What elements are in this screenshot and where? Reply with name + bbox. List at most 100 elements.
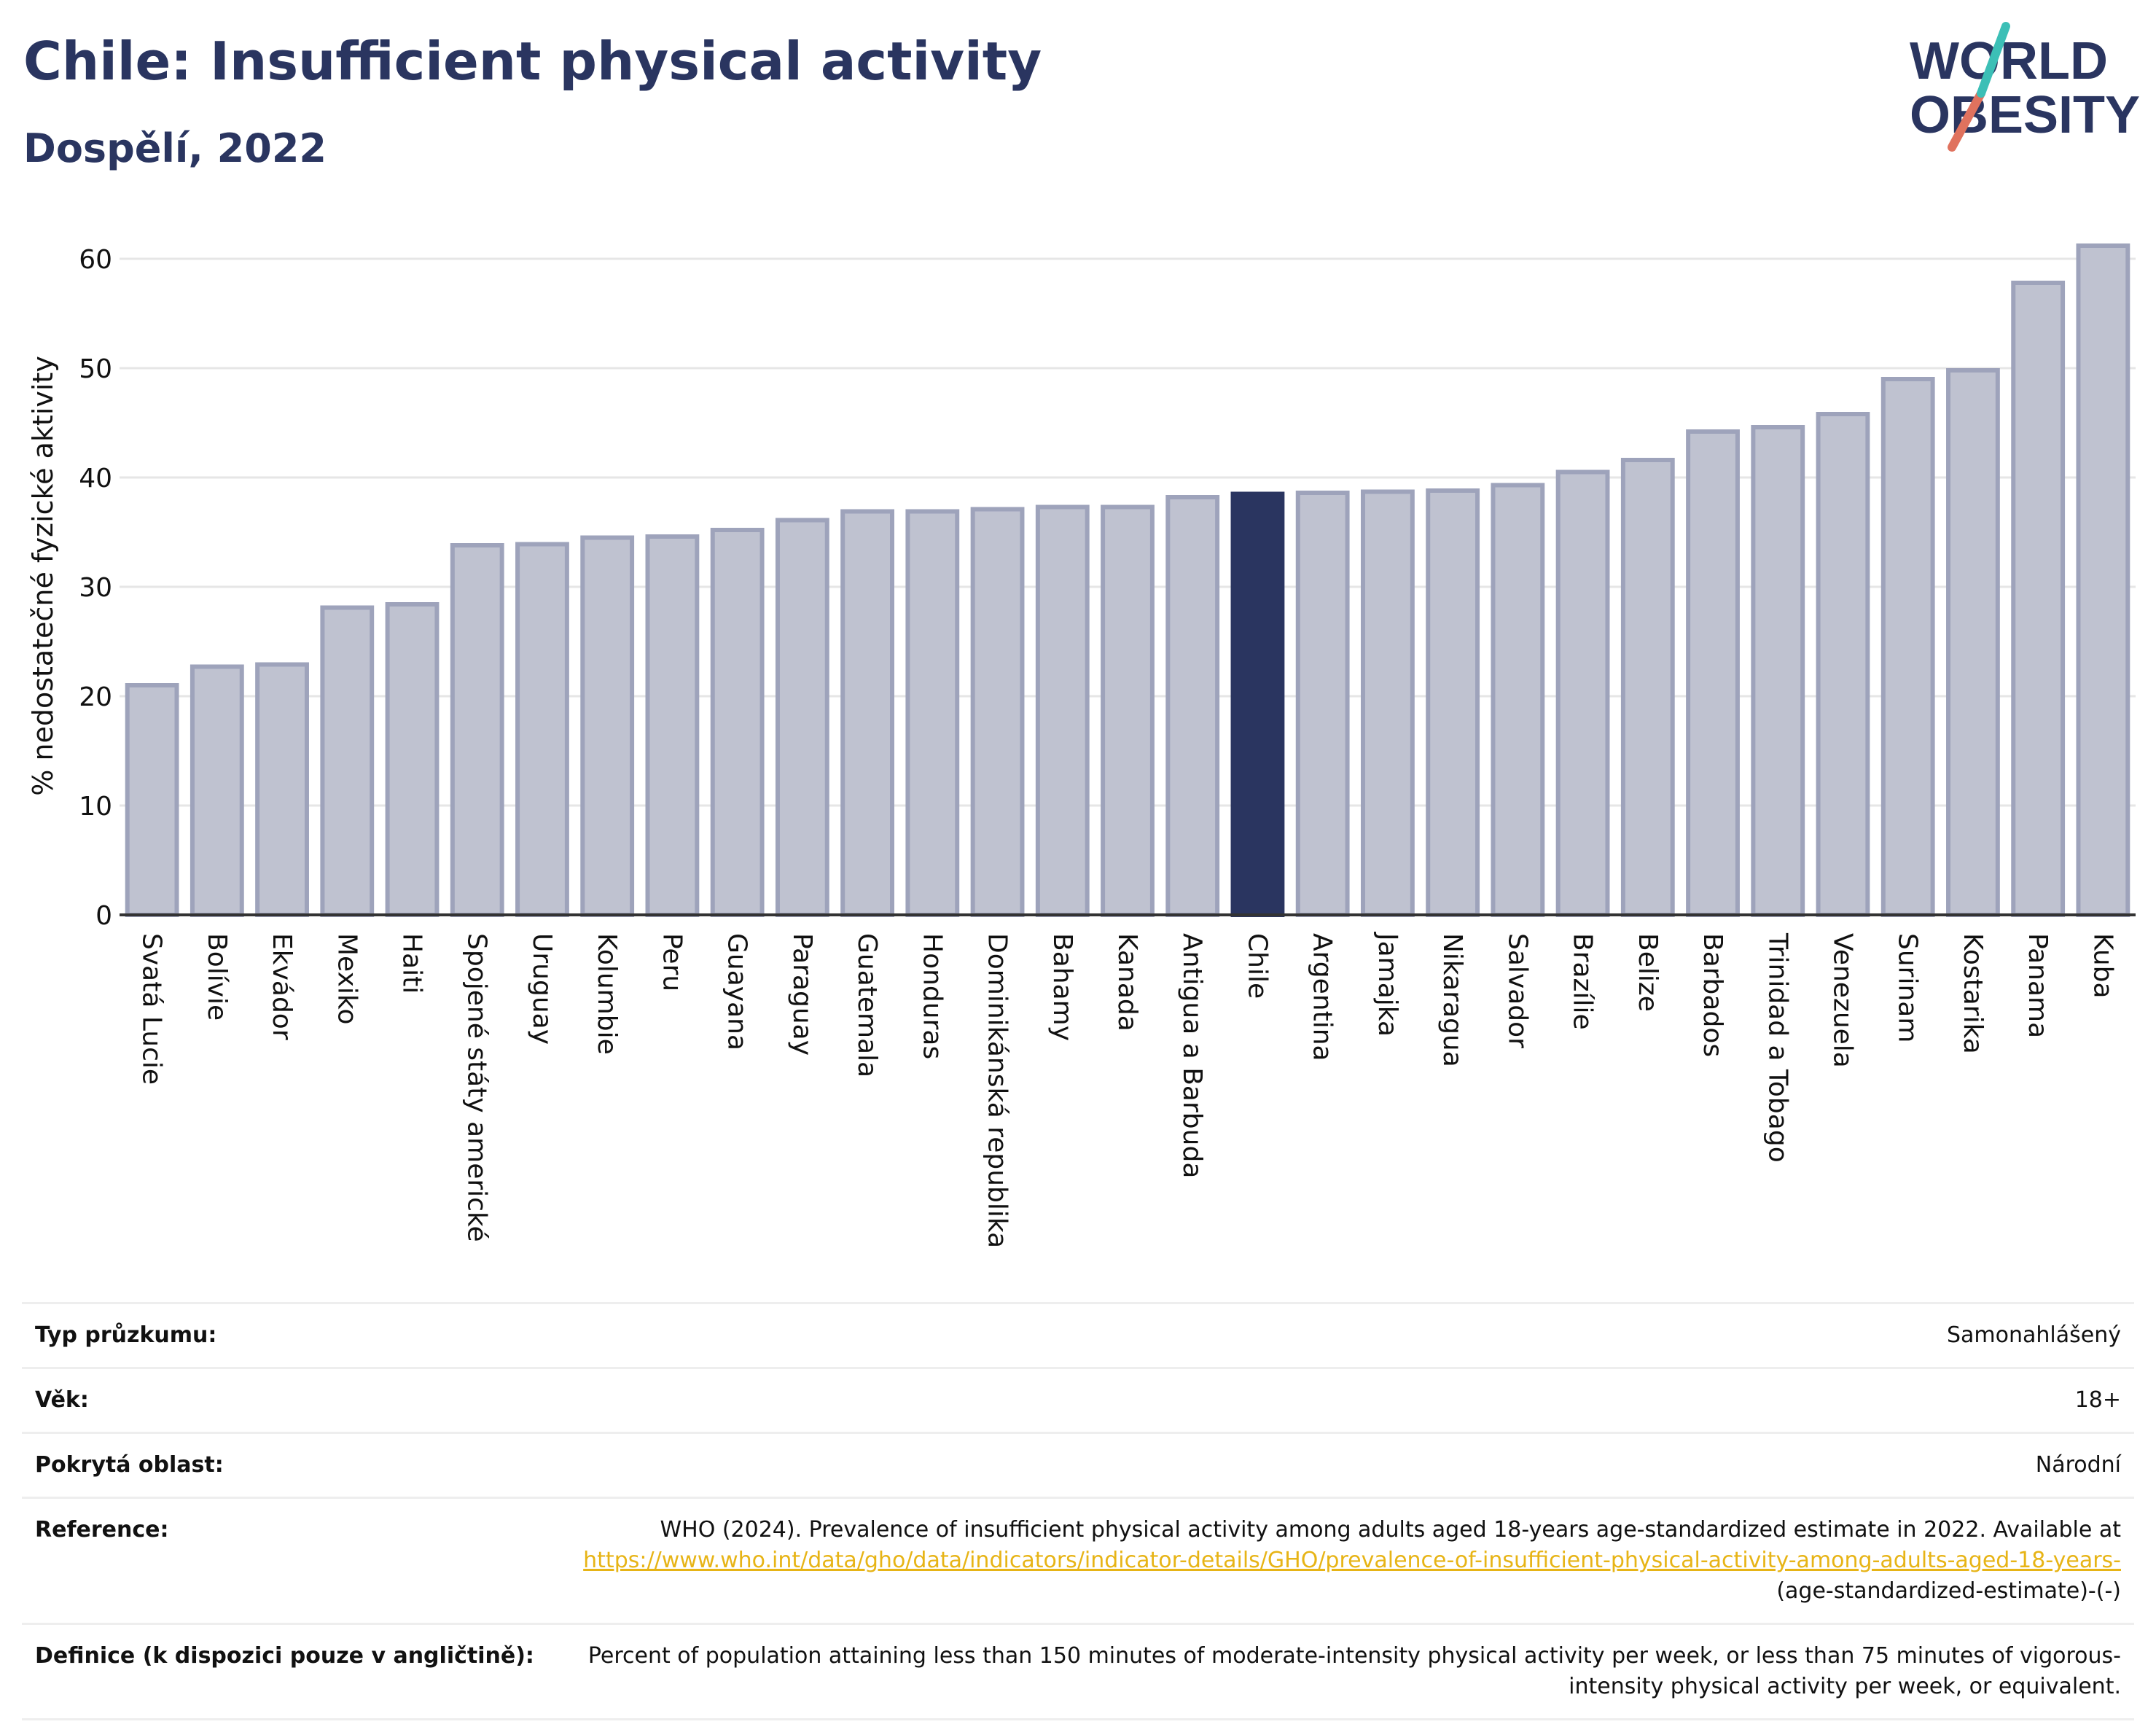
- bar: [840, 509, 895, 917]
- y-tick-label: 50: [79, 354, 112, 384]
- x-tick-label: Guayana: [722, 933, 752, 1050]
- y-tick-label: 40: [79, 464, 112, 494]
- x-tick-label: Haiti: [397, 933, 427, 994]
- y-axis: 0 10 20 30 40 50 60: [79, 245, 112, 931]
- bar: [1101, 504, 1155, 917]
- x-tick-label: Barbados: [1698, 933, 1727, 1057]
- y-tick-label: 20: [79, 682, 112, 712]
- x-tick-label: Ekvádor: [267, 933, 297, 1040]
- bar: [1491, 483, 1545, 917]
- page-title: Chile: Insufficient physical activity: [23, 31, 1042, 92]
- info-label: Reference:: [22, 1497, 558, 1625]
- bar: [1295, 491, 1350, 917]
- x-tick-label: Svatá Lucie: [137, 933, 167, 1085]
- info-row-survey-type: Typ průzkumu: Samonahlášený: [22, 1302, 2134, 1369]
- bar: [320, 605, 375, 917]
- x-tick-label: Belize: [1633, 933, 1663, 1012]
- info-label: Pokrytá oblast:: [22, 1432, 558, 1499]
- x-tick-label: Panama: [2023, 933, 2053, 1038]
- x-tick-label: Dominikánská republika: [983, 933, 1012, 1248]
- x-tick-label: Kanada: [1112, 933, 1142, 1032]
- bar: [1230, 491, 1285, 917]
- info-label: Typ průzkumu:: [22, 1302, 558, 1369]
- bar: [2011, 281, 2066, 917]
- x-tick-label: Guatemala: [852, 933, 882, 1077]
- bar: [710, 528, 765, 917]
- y-tick-label: 60: [79, 245, 112, 275]
- info-value: Samonahlášený: [558, 1302, 2134, 1369]
- y-tick-label: 30: [79, 573, 112, 603]
- x-tick-label: Kuba: [2087, 933, 2117, 999]
- logo-slash-teal: [1977, 22, 2010, 98]
- y-axis-label: % nedostatečné fyzické aktivity: [27, 356, 59, 796]
- bar-chart: 0 10 20 30 40 50 60 Svatá Lucie Bolívie Ekvádor M…: [27, 243, 2136, 1248]
- info-value: Národní: [558, 1432, 2134, 1499]
- info-row-definition: Definice (k dispozici pouze v angličtině…: [22, 1623, 2134, 1720]
- info-row-age: Věk: 18+: [22, 1367, 2134, 1434]
- bar: [515, 542, 569, 917]
- reference-link[interactable]: https://www.who.int/data/gho/data/indica…: [583, 1548, 2121, 1573]
- x-tick-label: Paraguay: [787, 933, 817, 1056]
- info-table: Typ průzkumu: Samonahlášený Věk: 18+ Pok…: [22, 1302, 2134, 1720]
- bar: [255, 662, 309, 917]
- x-tick-label: Surinam: [1893, 933, 1923, 1042]
- bar: [190, 664, 244, 917]
- bar: [125, 683, 179, 917]
- bar: [775, 518, 829, 917]
- bar: [450, 543, 504, 917]
- x-tick-label: Uruguay: [527, 933, 557, 1045]
- bar: [645, 534, 700, 917]
- bar: [1816, 412, 1870, 917]
- bar: [2076, 243, 2130, 917]
- x-tick-label: Venezuela: [1827, 933, 1857, 1068]
- bar: [970, 507, 1025, 917]
- x-tick-label: Trinidad a Tobago: [1762, 932, 1792, 1163]
- info-row-area: Pokrytá oblast: Národní: [22, 1432, 2134, 1499]
- x-tick-label: Spojené státy americké: [462, 933, 492, 1242]
- logo-slash-red: [1948, 89, 1985, 152]
- bar: [580, 535, 635, 917]
- x-tick-label: Honduras: [917, 933, 947, 1059]
- info-label: Definice (k dispozici pouze v angličtině…: [22, 1623, 558, 1720]
- info-value: WHO (2024). Prevalence of insufficient p…: [558, 1497, 2134, 1625]
- x-tick-label: Chile: [1242, 933, 1272, 999]
- info-row-reference: Reference: WHO (2024). Prevalence of ins…: [22, 1497, 2134, 1625]
- bar: [1555, 469, 1610, 917]
- info-value: Percent of population attaining less tha…: [558, 1623, 2134, 1720]
- x-tick-label: Kostarika: [1958, 933, 1988, 1054]
- x-tick-label: Jamajka: [1372, 932, 1402, 1037]
- bar: [1686, 429, 1740, 917]
- logo-line2: OBESITY: [1910, 86, 2140, 144]
- x-tick-label: Bolívie: [202, 933, 232, 1021]
- info-value: 18+: [558, 1367, 2134, 1434]
- x-tick-label: Salvador: [1502, 933, 1532, 1048]
- x-tick-label: Nikaragua: [1437, 933, 1467, 1067]
- x-tick-label: Bahamy: [1047, 933, 1077, 1041]
- bars: [125, 243, 2130, 917]
- x-tick-label: Peru: [657, 933, 687, 991]
- x-tick-label: Kolumbie: [592, 933, 622, 1055]
- bar: [1165, 495, 1220, 917]
- bar: [1035, 504, 1090, 917]
- bar: [385, 602, 440, 917]
- page-subtitle: Dospělí, 2022: [23, 125, 327, 171]
- logo-line1: WORLD: [1910, 32, 2108, 90]
- bar: [905, 509, 960, 917]
- y-tick-label: 0: [95, 901, 112, 931]
- y-tick-label: 10: [79, 792, 112, 822]
- bar: [1880, 377, 1935, 917]
- bar: [1360, 489, 1415, 917]
- reference-suffix: (age-standardized-estimate)-(-): [1776, 1578, 2121, 1604]
- bar: [1946, 368, 2000, 917]
- x-tick-label: Mexiko: [332, 933, 362, 1024]
- world-obesity-logo: WORLD OBESITY: [1910, 22, 2140, 152]
- info-label: Věk:: [22, 1367, 558, 1434]
- bar: [1751, 425, 1805, 917]
- x-axis: Svatá Lucie Bolívie Ekvádor Mexiko Haiti Spoj…: [120, 913, 2136, 1248]
- bar: [1426, 488, 1480, 917]
- x-tick-label: Antigua a Barbuda: [1177, 933, 1207, 1178]
- x-tick-label: Argentina: [1308, 933, 1337, 1061]
- bar: [1620, 458, 1675, 917]
- x-tick-label: Brazílie: [1568, 933, 1598, 1030]
- reference-text: WHO (2024). Prevalence of insufficient p…: [660, 1517, 2121, 1543]
